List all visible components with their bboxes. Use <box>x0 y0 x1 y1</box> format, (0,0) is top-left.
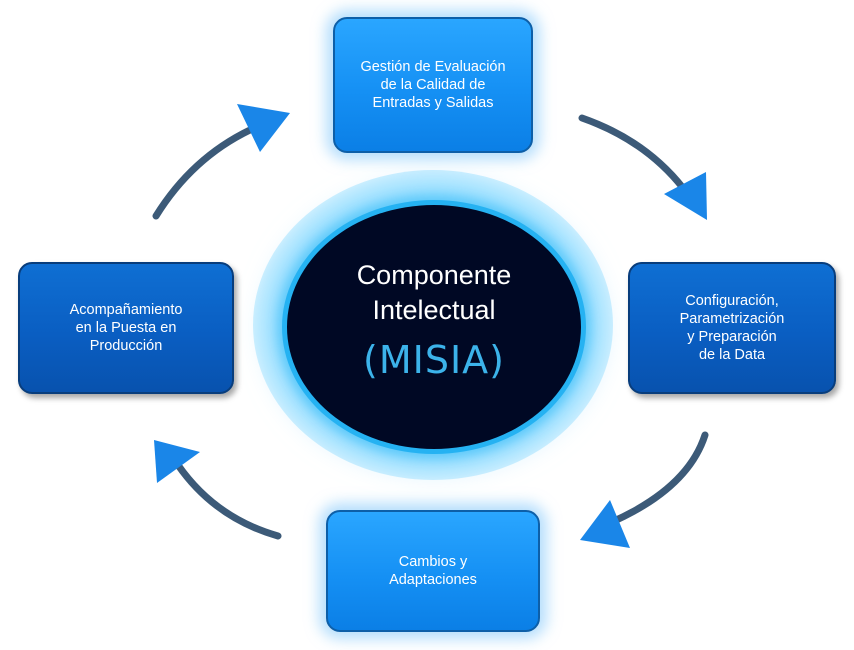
step-box-evaluation: Gestión de Evaluación de la Calidad de E… <box>333 17 533 153</box>
step-box-changes: Cambios y Adaptaciones <box>326 510 540 632</box>
center-title-line2: Intelectual <box>372 295 496 325</box>
arrow-right-bottom <box>608 431 709 526</box>
step-label-changes: Cambios y Adaptaciones <box>389 554 477 588</box>
step-label-configuration: Configuración, Parametrización y Prepara… <box>679 293 785 363</box>
step-box-production: Acompañamiento en la Puesta en Producció… <box>18 262 234 394</box>
arrow-head-bottom-left <box>154 440 200 483</box>
arrow-head-right-bottom <box>580 500 630 548</box>
center-title-line1: Componente <box>356 260 512 290</box>
step-box-configuration: Configuración, Parametrización y Prepara… <box>628 262 836 394</box>
arrow-top-right <box>578 114 687 192</box>
step-label-evaluation: Gestión de Evaluación de la Calidad de E… <box>360 59 506 111</box>
center-acronym: (MISIA) <box>363 338 505 382</box>
step-label-production: Acompañamiento en la Puesta en Producció… <box>69 302 183 354</box>
arrow-bottom-left <box>174 461 282 540</box>
arrow-head-top-right <box>664 172 707 220</box>
arrow-head-left-top <box>237 104 290 152</box>
center-ellipse: Componente Intelectual (MISIA) <box>282 200 586 454</box>
arrow-left-top <box>152 126 254 220</box>
